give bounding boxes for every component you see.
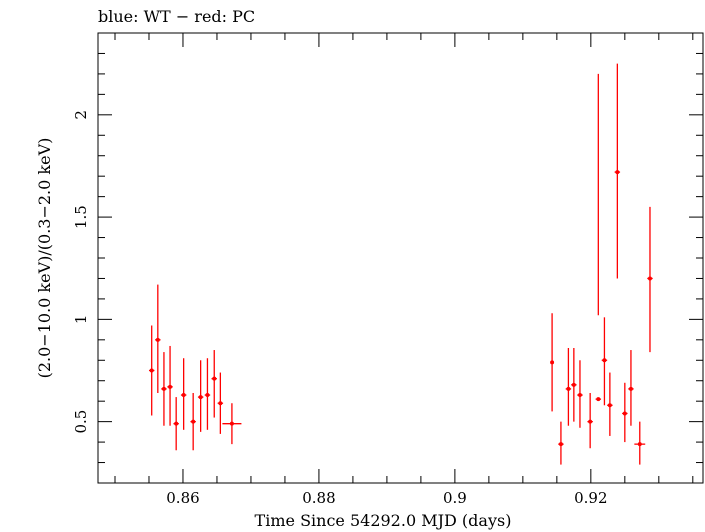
point-marker — [577, 393, 582, 398]
data-point — [558, 421, 564, 465]
data-point — [601, 317, 608, 406]
x-tick-label: 0.92 — [574, 489, 607, 507]
plot-frame — [97, 32, 704, 484]
point-marker — [647, 276, 652, 281]
data-point — [622, 382, 628, 443]
y-tick-label: 2 — [72, 110, 90, 120]
data-point — [161, 352, 167, 426]
data-point — [204, 358, 211, 430]
data-point — [607, 372, 613, 436]
point-marker — [155, 337, 160, 342]
data-point — [167, 345, 173, 426]
data-point — [571, 348, 577, 422]
data-points — [148, 63, 653, 465]
data-point — [197, 360, 204, 432]
point-marker — [615, 170, 620, 175]
point-marker — [205, 393, 210, 398]
chart-title: blue: WT − red: PC — [98, 7, 255, 26]
point-marker — [212, 376, 217, 381]
point-marker — [558, 442, 563, 447]
point-marker — [161, 386, 166, 391]
point-marker — [168, 384, 173, 389]
point-marker — [607, 403, 612, 408]
y-tick-label: 1.5 — [72, 205, 90, 229]
point-marker — [191, 419, 196, 424]
data-point — [190, 393, 196, 451]
data-point — [565, 348, 572, 426]
y-tick-label: 0.5 — [72, 410, 90, 434]
data-point — [222, 403, 242, 445]
x-axis-label: Time Since 54292.0 MJD (days) — [255, 511, 512, 530]
data-point — [550, 313, 555, 412]
point-marker — [571, 382, 576, 387]
data-point — [180, 358, 187, 430]
y-axis-label: (2.0−10.0 keV)/(0.3−2.0 keV) — [35, 138, 54, 379]
point-marker — [622, 411, 627, 416]
point-marker — [181, 393, 186, 398]
x-tick-label: 0.88 — [302, 489, 335, 507]
point-marker — [149, 368, 154, 373]
point-marker — [198, 395, 203, 400]
x-tick-label: 0.9 — [443, 489, 467, 507]
point-marker — [602, 358, 607, 363]
point-marker — [596, 397, 601, 402]
data-point — [614, 63, 621, 279]
data-point — [148, 325, 155, 416]
point-marker — [229, 421, 234, 426]
data-point — [647, 206, 653, 353]
x-axis-ticks: 0.86 0.88 0.9 0.92 — [114, 33, 694, 507]
data-point — [577, 360, 583, 428]
x-tick-label: 0.86 — [166, 489, 199, 507]
point-marker — [550, 360, 555, 365]
point-marker — [218, 401, 223, 406]
data-point — [634, 421, 646, 465]
data-point — [595, 73, 602, 402]
point-marker — [174, 421, 179, 426]
data-point — [155, 284, 161, 393]
data-point — [628, 350, 634, 426]
data-point — [173, 397, 179, 451]
data-point — [211, 350, 217, 418]
point-marker — [588, 419, 593, 424]
y-axis-ticks: 0.5 1 1.5 2 — [72, 32, 703, 464]
point-marker — [628, 386, 633, 391]
data-point — [217, 372, 224, 434]
point-marker — [637, 442, 642, 447]
point-marker — [566, 386, 571, 391]
y-tick-label: 1 — [72, 315, 90, 325]
data-point — [587, 393, 593, 449]
